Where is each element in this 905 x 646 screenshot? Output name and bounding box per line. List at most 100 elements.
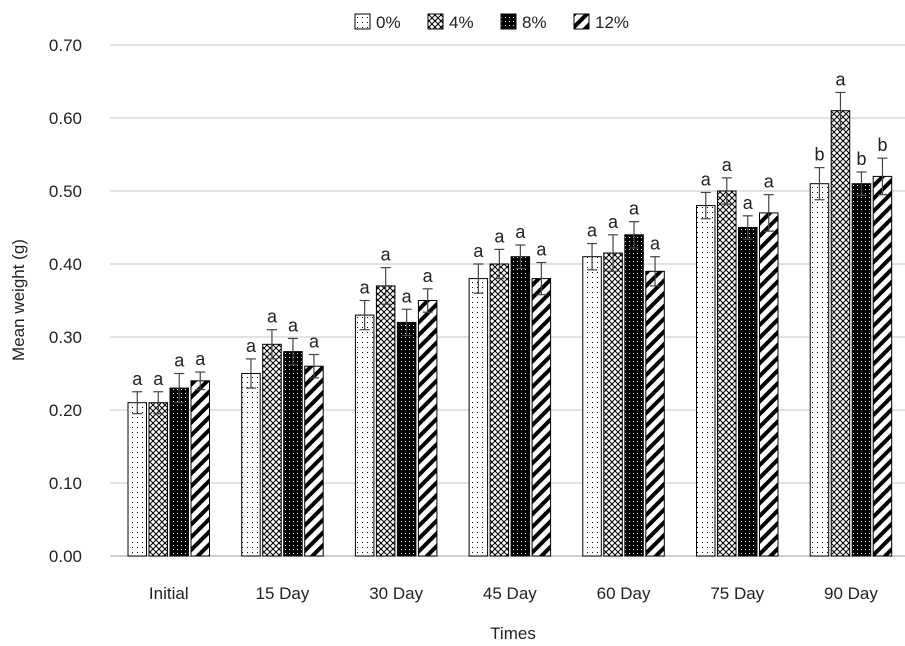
- legend-item: 0%: [354, 13, 401, 32]
- bar-4pct-initial: [148, 402, 168, 557]
- bar-0pct-15-day: [241, 373, 261, 557]
- error-bar: [629, 221, 640, 249]
- significance-letter: b: [814, 145, 824, 165]
- bar-12pct-15-day: [304, 365, 324, 557]
- error-bar: [401, 308, 412, 337]
- bar-12pct-90-day: [872, 175, 893, 557]
- significance-letter: a: [288, 315, 299, 335]
- significance-letter: a: [515, 222, 526, 242]
- significance-letter: a: [835, 69, 846, 89]
- y-axis-tick-labels: 0.00 0.10 0.20 0.30 0.40 0.50 0.60 0.70: [49, 36, 82, 566]
- x-tick-label: 60 Day: [597, 584, 651, 603]
- error-bar: [700, 191, 711, 220]
- bar-12pct-75-day: [759, 212, 779, 557]
- error-bar: [174, 372, 185, 404]
- bar-0pct-60-day: [582, 256, 602, 557]
- y-tick-label: 0.70: [49, 36, 82, 55]
- error-bar: [494, 248, 505, 280]
- error-bar: [515, 244, 526, 269]
- error-bar: [380, 267, 391, 305]
- bar-12pct-initial: [190, 380, 210, 557]
- x-tick-label: 30 Day: [369, 584, 423, 603]
- significance-letter: a: [360, 278, 371, 298]
- significance-letter: a: [132, 369, 143, 389]
- error-bar: [536, 261, 547, 296]
- bar-12pct-45-day: [531, 278, 552, 557]
- significance-letter: a: [701, 169, 712, 189]
- legend-label: 4%: [449, 13, 474, 32]
- error-bar: [195, 371, 206, 391]
- error-bar: [835, 91, 846, 130]
- x-tick-label: 15 Day: [256, 584, 310, 603]
- bar-4pct-60-day: [603, 252, 623, 557]
- significance-letter: a: [267, 307, 278, 327]
- legend-swatch: [354, 13, 371, 30]
- error-bar: [359, 299, 370, 331]
- error-bar: [266, 329, 277, 360]
- x-axis-title: Times: [490, 624, 536, 643]
- error-bar: [742, 215, 753, 240]
- error-bar: [153, 391, 164, 415]
- bar-8pct-60-day: [624, 234, 644, 557]
- significance-letter: a: [494, 226, 505, 246]
- error-bar: [308, 353, 319, 379]
- bar-8pct-15-day: [283, 351, 303, 557]
- error-bar: [650, 256, 661, 287]
- y-tick-label: 0.30: [49, 328, 82, 347]
- error-bar: [422, 288, 433, 313]
- error-bar: [287, 337, 298, 366]
- legend-item: 4%: [427, 13, 474, 32]
- significance-letter: a: [309, 332, 320, 352]
- bar-4pct-90-day: [830, 110, 851, 557]
- significance-letter: a: [473, 241, 484, 261]
- bar-12pct-60-day: [645, 270, 665, 557]
- error-bar: [763, 194, 774, 232]
- significance-letter: b: [856, 149, 866, 169]
- bar-0pct-75-day: [696, 205, 716, 557]
- error-bar: [721, 177, 732, 205]
- y-axis-title: Mean weight (g): [9, 239, 28, 361]
- bar-8pct-90-day: [851, 183, 872, 557]
- legend-label: 12%: [595, 13, 629, 32]
- error-bar: [856, 171, 867, 196]
- legend-item: 12%: [573, 13, 629, 32]
- y-tick-label: 0.60: [49, 109, 82, 128]
- significance-letter: a: [174, 351, 185, 371]
- bars: [127, 110, 893, 557]
- error-bar: [814, 167, 825, 201]
- x-tick-label: 90 Day: [824, 584, 878, 603]
- legend: 0% 4% 8% 12%: [354, 13, 629, 32]
- x-tick-label: 75 Day: [710, 584, 764, 603]
- error-bar: [877, 157, 888, 196]
- significance-letter: a: [246, 336, 257, 356]
- legend-swatch: [573, 13, 590, 30]
- error-bars: [132, 91, 888, 415]
- bar-8pct-45-day: [510, 256, 531, 557]
- significance-letter: a: [195, 349, 206, 369]
- y-tick-label: 0.10: [49, 474, 82, 493]
- significance-letter: a: [650, 234, 661, 254]
- significance-letter: a: [423, 266, 434, 286]
- bar-0pct-30-day: [354, 314, 375, 557]
- significance-letter: a: [722, 155, 733, 175]
- legend-swatch: [427, 13, 444, 30]
- x-axis-tick-labels: Initial 15 Day 30 Day 45 Day 60 Day 75 Day 90 …: [149, 584, 878, 603]
- significance-letter: a: [629, 199, 640, 219]
- bar-12pct-30-day: [417, 300, 438, 557]
- bar-8pct-30-day: [396, 321, 417, 557]
- bar-4pct-30-day: [375, 285, 396, 557]
- significance-letter: a: [536, 240, 547, 260]
- legend-label: 8%: [522, 13, 547, 32]
- error-bar: [245, 358, 256, 389]
- significance-letter: a: [381, 245, 392, 265]
- significance-letter: a: [587, 221, 598, 241]
- bar-4pct-15-day: [262, 343, 282, 557]
- significance-letter: b: [877, 135, 887, 155]
- significance-letter: a: [764, 172, 775, 192]
- y-tick-label: 0.40: [49, 255, 82, 274]
- y-tick-label: 0.00: [49, 547, 82, 566]
- bar-0pct-initial: [127, 402, 147, 557]
